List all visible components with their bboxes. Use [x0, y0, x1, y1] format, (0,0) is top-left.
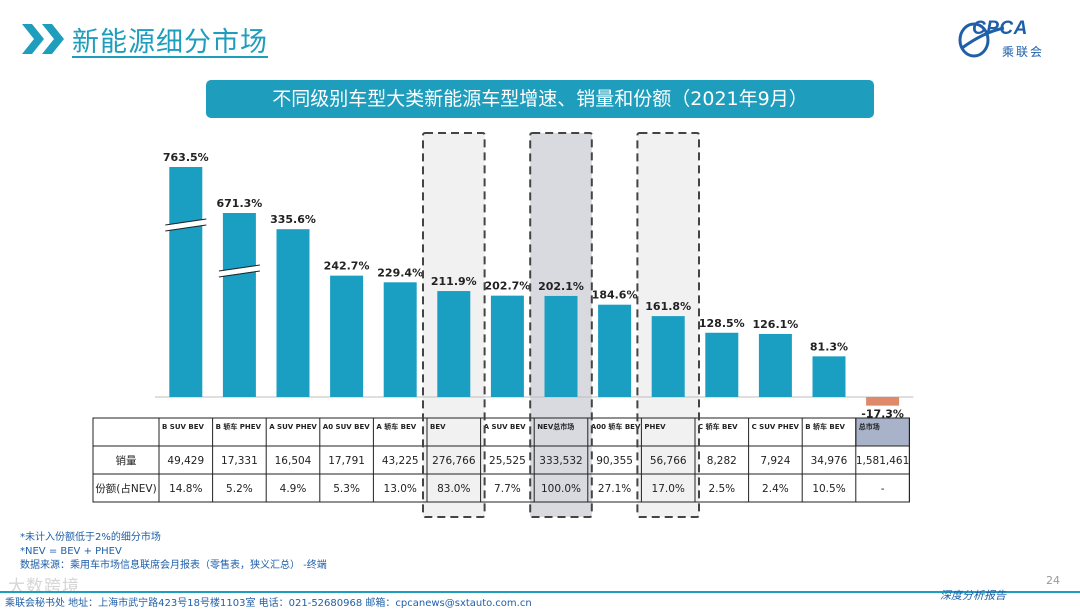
- bar: [598, 304, 632, 397]
- table-cell: 17,331: [221, 455, 258, 467]
- highlight-frame: [636, 132, 701, 518]
- table-cell: 2.4%: [762, 483, 789, 495]
- table-column-header: A SUV PHEV: [269, 423, 317, 431]
- data-label: 335.6%: [270, 213, 316, 226]
- data-label: 763.5%: [163, 151, 209, 164]
- table-cell: 100.0%: [541, 483, 581, 495]
- bar: [383, 282, 417, 397]
- data-label: 184.6%: [592, 289, 638, 302]
- table-column-header: 总市场: [859, 422, 880, 431]
- table-column-header: C 轿车 BEV: [698, 422, 738, 431]
- bar: [276, 229, 310, 397]
- table-cell: 7.7%: [494, 483, 521, 495]
- table-cell: 2.5%: [708, 483, 735, 495]
- table-cell: 83.0%: [437, 483, 470, 495]
- table-cell: 16,504: [275, 455, 312, 467]
- table-cell: 13.0%: [384, 483, 417, 495]
- data-label: 242.7%: [324, 260, 370, 273]
- table-column-header: A 轿车 BEV: [376, 422, 416, 431]
- table-cell: 34,976: [811, 455, 848, 467]
- data-label: 229.4%: [377, 266, 423, 279]
- chevron-icon: [22, 24, 44, 54]
- table-column-header: A00 轿车 BEV: [591, 422, 641, 431]
- table-cell: 4.9%: [280, 483, 307, 495]
- table-cell: 43,225: [382, 455, 419, 467]
- table-cell: 17.0%: [652, 483, 685, 495]
- table-column-header: A0 SUV BEV: [323, 423, 370, 431]
- notes: *未计入份额低于2%的细分市场 *NEV = BEV + PHEV 数据来源：乘…: [20, 531, 327, 573]
- axis-break: [164, 219, 207, 231]
- data-label: -17.3%: [861, 408, 904, 421]
- bar: [812, 356, 846, 397]
- axis-break: [165, 218, 207, 226]
- data-label: 202.7%: [484, 280, 530, 293]
- table-row-label: 销量: [116, 454, 137, 467]
- table-cell: 27.1%: [598, 483, 631, 495]
- table-cell: 10.5%: [812, 483, 845, 495]
- bar-chart: 763.5% 671.3% 335.6% 242.7% 229.4% 211.9% 202.…: [92, 132, 914, 518]
- table-cell: 333,532: [539, 455, 582, 467]
- bar: [490, 295, 524, 397]
- chevron-icon: [42, 24, 64, 54]
- table-column-header: C SUV PHEV: [752, 423, 800, 431]
- table-cell: 49,429: [167, 455, 204, 467]
- footer-address: 乘联会秘书处 地址：上海市武宁路423号18号楼1103室 电话：021-526…: [5, 598, 532, 609]
- bar: [651, 316, 685, 397]
- bar: [330, 275, 364, 397]
- table-column-header: PHEV: [644, 423, 666, 431]
- table-column-header: NEV总市场: [537, 422, 574, 431]
- axis-break: [218, 264, 260, 272]
- data-label: 671.3%: [216, 197, 262, 210]
- table-cell: 14.8%: [169, 483, 202, 495]
- data-label: 81.3%: [810, 340, 848, 353]
- data-label: 161.8%: [645, 300, 691, 313]
- footer-divider: [0, 591, 1080, 593]
- cpca-logo-icon: [958, 22, 1005, 58]
- data-label: 126.1%: [752, 318, 798, 331]
- table-column-header: B SUV BEV: [162, 423, 204, 431]
- data-label: 128.5%: [699, 317, 745, 330]
- bar: [222, 213, 256, 397]
- table-column-header: B 轿车 BEV: [805, 422, 845, 431]
- bar: [544, 295, 578, 397]
- bar: [437, 291, 471, 397]
- table-cell: -: [881, 483, 885, 495]
- note-line: 数据来源：乘用车市场信息联席会月报表（零售表，狭义汇总） -终端: [20, 560, 327, 571]
- table-cell: 8,282: [707, 455, 737, 467]
- table-column-header: A SUV BEV: [484, 423, 527, 431]
- bar: [169, 167, 203, 397]
- axis-break: [218, 270, 260, 278]
- data-label: 211.9%: [431, 275, 477, 288]
- highlight-frame: [422, 132, 486, 518]
- chart-title-banner: 不同级别车型大类新能源车型增速、销量和份额（2021年9月）: [206, 80, 874, 118]
- table-cell: 25,525: [489, 455, 526, 467]
- bar: [758, 333, 792, 397]
- table-cell: 90,355: [596, 455, 633, 467]
- highlight-frame: [529, 132, 593, 518]
- logo-subtitle: 乘联会: [1002, 45, 1045, 59]
- table-column-header: BEV: [430, 423, 446, 431]
- table-row-label: 份额(占NEV): [95, 482, 156, 495]
- table-cell: 5.2%: [226, 483, 253, 495]
- footer-tagline: 深度分析报告: [940, 589, 1006, 602]
- table-cell: 1,581,461: [856, 455, 909, 467]
- page-number: 24: [1046, 574, 1060, 587]
- table-cell: 56,766: [650, 455, 687, 467]
- note-line: *NEV = BEV + PHEV: [20, 546, 122, 557]
- axis-break: [218, 265, 261, 277]
- note-line: *未计入份额低于2%的细分市场: [20, 532, 161, 543]
- bar: [866, 397, 900, 406]
- table-cell: 276,766: [432, 455, 476, 467]
- page-title: 新能源细分市场: [72, 27, 268, 58]
- bar: [705, 332, 739, 397]
- footer: 乘联会秘书处 地址：上海市武宁路423号18号楼1103室 电话：021-526…: [0, 589, 1080, 609]
- table-cell: 5.3%: [333, 483, 360, 495]
- table-cell: 7,924: [760, 455, 790, 467]
- table-column-header: B 轿车 PHEV: [216, 422, 262, 431]
- axis-break: [165, 224, 207, 232]
- table-cell: 17,791: [328, 455, 365, 467]
- logo-text: CPCA: [972, 18, 1028, 39]
- data-label: 202.1%: [538, 280, 584, 293]
